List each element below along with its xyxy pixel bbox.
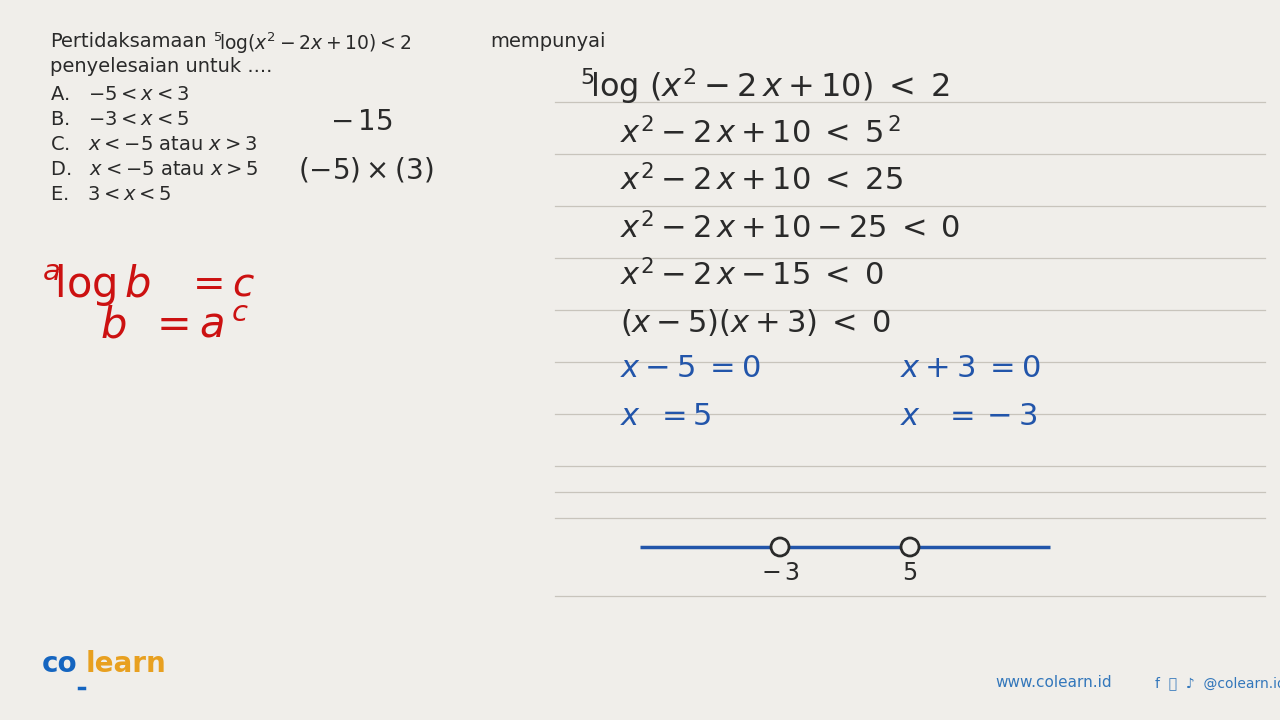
Text: $x^2-2\,x-15\;<\;0$: $x^2-2\,x-15\;<\;0$ [620, 259, 884, 292]
Text: $x^2-2\,x+10-25\;<\;0$: $x^2-2\,x+10-25\;<\;0$ [620, 212, 960, 245]
Text: C.   $x < -5$ atau $x > 3$: C. $x < -5$ atau $x > 3$ [50, 135, 257, 154]
Text: ${}^{a}\!\log b$: ${}^{a}\!\log b$ [42, 262, 151, 308]
Text: penyelesaian untuk ....: penyelesaian untuk .... [50, 57, 273, 76]
Text: $-\,3$: $-\,3$ [760, 561, 800, 585]
Text: $x^2-2\,x+10\;<\;25$: $x^2-2\,x+10\;<\;25$ [620, 164, 902, 197]
Text: Pertidaksamaan: Pertidaksamaan [50, 32, 206, 51]
Text: D.   $x < -5$ atau $x > 5$: D. $x < -5$ atau $x > 5$ [50, 160, 259, 179]
Circle shape [901, 538, 919, 556]
Text: $(x-5)(x+3)\;<\;0$: $(x-5)(x+3)\;<\;0$ [620, 307, 891, 338]
Text: $= a^{\,c}$: $= a^{\,c}$ [148, 305, 250, 347]
Text: mempunyai: mempunyai [490, 32, 605, 51]
Text: www.colearn.id: www.colearn.id [995, 675, 1111, 690]
Text: f  ⓞ  ♪  @colearn.id: f ⓞ ♪ @colearn.id [1155, 676, 1280, 690]
Circle shape [771, 538, 788, 556]
Text: A.   $-5 < x < 3$: A. $-5 < x < 3$ [50, 85, 189, 104]
Text: $x\;\;\;=-3$: $x\;\;\;=-3$ [900, 402, 1038, 431]
Text: $b$: $b$ [100, 305, 127, 347]
Text: $5$: $5$ [902, 561, 918, 585]
Text: $(-5)\times(3)$: $(-5)\times(3)$ [298, 156, 434, 185]
Text: $x\;\;=5$: $x\;\;=5$ [620, 402, 712, 431]
Text: ${}^{5}\!\log\,(x^2-2\,x+10)\;<\;2$: ${}^{5}\!\log\,(x^2-2\,x+10)\;<\;2$ [580, 66, 950, 106]
Text: $-\,15$: $-\,15$ [330, 108, 393, 136]
Text: co: co [42, 650, 78, 678]
Text: E.   $3 < x < 5$: E. $3 < x < 5$ [50, 185, 172, 204]
Text: $x-5\;=0$: $x-5\;=0$ [620, 354, 760, 383]
Text: $x+3\;=0$: $x+3\;=0$ [900, 354, 1041, 383]
Text: B.   $-3 < x < 5$: B. $-3 < x < 5$ [50, 110, 189, 129]
Text: ${}^{5}\!\log(x^2 - 2x + 10) < 2$: ${}^{5}\!\log(x^2 - 2x + 10) < 2$ [212, 30, 411, 55]
Text: $x^2-2\,x+10\;<\;5^{\,2}$: $x^2-2\,x+10\;<\;5^{\,2}$ [620, 117, 901, 150]
Text: learn: learn [86, 650, 166, 678]
Text: $= c$: $= c$ [186, 265, 256, 303]
